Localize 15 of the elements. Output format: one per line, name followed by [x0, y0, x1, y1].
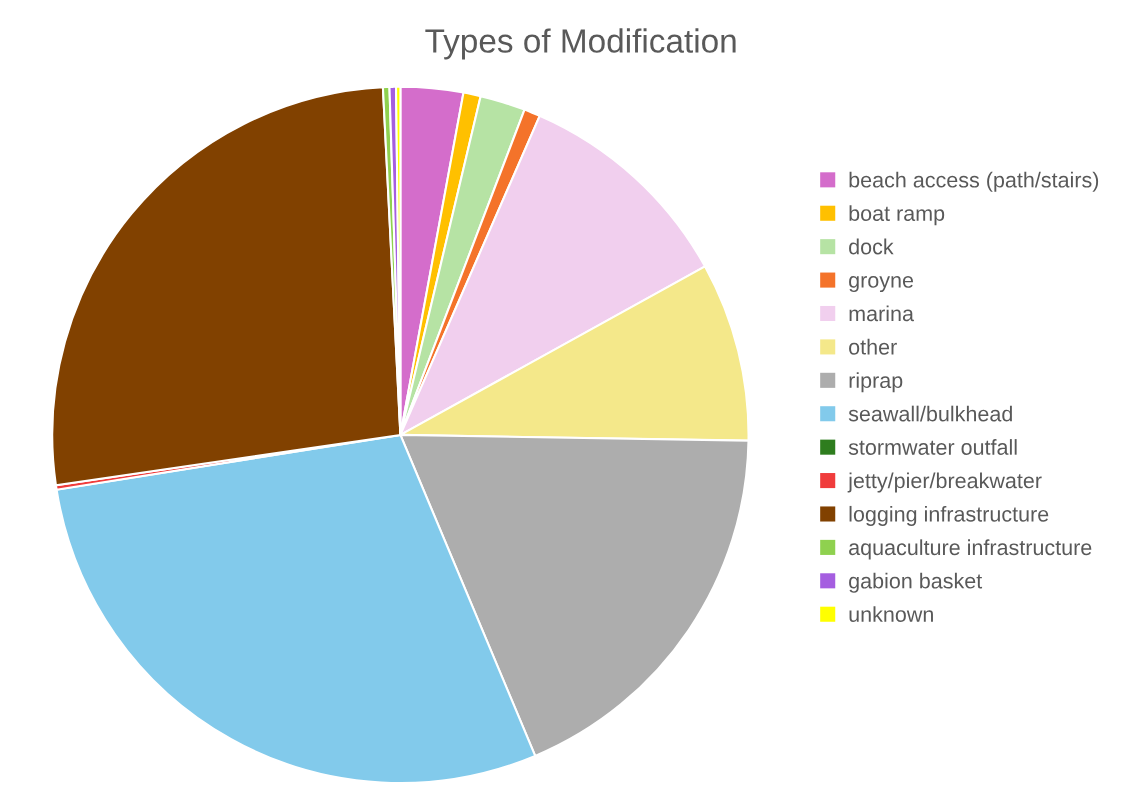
legend-label: riprap — [849, 372, 903, 393]
legend-label: groyne — [849, 276, 914, 293]
legend-label: dock — [849, 238, 894, 255]
legend-label: gabion basket — [849, 572, 983, 593]
legend-label: other — [849, 338, 897, 355]
legend-label: unknown — [849, 606, 933, 622]
legend-label: stormwater outfall — [848, 439, 1017, 455]
legend-label: aquaculture infrastructure — [849, 539, 1092, 560]
legend-label: marina — [849, 305, 914, 322]
legend-label: seawall/bulkhead — [848, 405, 1012, 422]
legend-label: boat ramp — [849, 205, 945, 226]
legend-label: jetty/pier/breakwater — [847, 472, 1042, 493]
chart-title: Types of Modification — [425, 28, 736, 60]
legend-label: logging infrastructure — [849, 505, 1049, 526]
legend-label: beach access (path/stairs) — [849, 171, 1099, 192]
